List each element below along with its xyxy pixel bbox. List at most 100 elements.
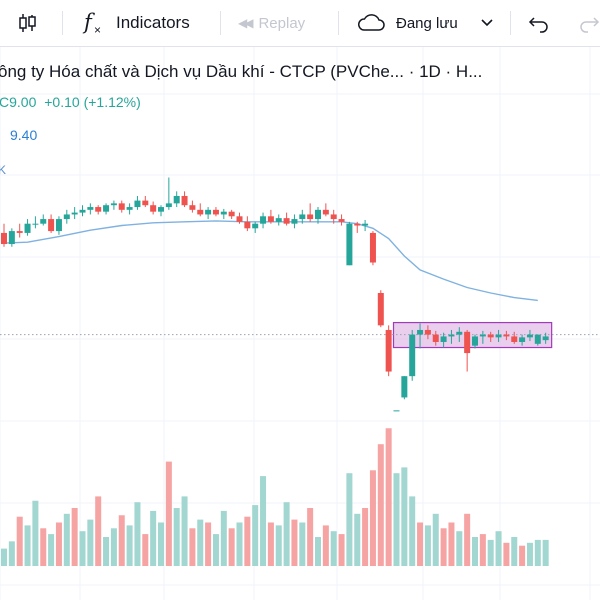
candle-body xyxy=(48,219,55,232)
volume-bar xyxy=(534,539,541,566)
volume-bar xyxy=(181,496,188,566)
volume-bar xyxy=(354,513,361,566)
replay-button[interactable]: ◀◀ Replay xyxy=(238,0,305,46)
candle-body xyxy=(526,334,533,338)
candle-body xyxy=(95,207,102,212)
volume-bar xyxy=(440,528,447,566)
volume-bar xyxy=(401,467,408,566)
candle-body xyxy=(377,293,384,326)
candle-body xyxy=(189,205,196,210)
candle-body xyxy=(519,337,526,342)
candle-body xyxy=(24,223,31,233)
volume-bar xyxy=(369,470,376,566)
candle-body xyxy=(369,232,376,263)
redo-icon xyxy=(580,17,600,33)
ma-value: 9.40 xyxy=(10,127,37,143)
candle-body xyxy=(330,214,337,220)
candle-body xyxy=(244,221,251,229)
candle-body xyxy=(260,216,267,224)
candle-body xyxy=(134,200,141,208)
candle-body xyxy=(1,232,7,245)
bar-style-button[interactable] xyxy=(16,0,46,46)
volume-bar xyxy=(346,473,353,566)
volume-bar xyxy=(479,534,486,566)
candle-body xyxy=(464,331,471,354)
volume-bar xyxy=(197,519,204,566)
redo-button[interactable] xyxy=(578,0,600,46)
candle-body xyxy=(432,334,439,342)
indicator-legend-partial: K xyxy=(0,161,6,179)
volume-bar xyxy=(142,534,149,566)
candle-body xyxy=(495,334,502,338)
candle-body xyxy=(87,207,94,210)
candle-body xyxy=(487,334,494,338)
volume-bar xyxy=(299,522,306,566)
volume-bar xyxy=(338,534,345,566)
volume-bar xyxy=(205,522,212,566)
candle-body xyxy=(63,214,70,220)
volume-bar xyxy=(1,548,7,566)
volume-bar xyxy=(252,505,259,566)
candle-body xyxy=(236,216,243,222)
candle-body xyxy=(205,209,212,215)
volume-bar xyxy=(456,531,463,566)
volume-bar xyxy=(150,510,157,566)
cloud-icon xyxy=(358,14,385,31)
candle-body xyxy=(103,205,110,212)
save-button[interactable]: Đang lưu xyxy=(356,0,458,46)
chevron-down-icon xyxy=(481,19,493,27)
ma-value-text: 9.40 xyxy=(10,127,38,143)
indicators-button[interactable]: f × Indicators xyxy=(80,0,190,46)
volume-bar xyxy=(244,516,251,566)
partial-marker: K xyxy=(0,163,7,177)
candle-body xyxy=(16,231,23,233)
moving-average-line xyxy=(3,220,538,302)
symbol-title[interactable]: ông ty Hóa chất và Dịch vụ Dầu khí - CTC… xyxy=(0,62,483,81)
toolbar-separator xyxy=(220,11,221,35)
volume-bar xyxy=(519,545,526,566)
change-value: +0.10 (+1.12%) xyxy=(44,94,141,110)
volume-bar xyxy=(55,522,62,566)
save-dropdown-button[interactable] xyxy=(480,0,494,46)
fx-icon: f × xyxy=(84,10,102,37)
volume-bar xyxy=(542,539,549,566)
volume-bar xyxy=(409,496,416,566)
volume-bar xyxy=(432,513,439,566)
candle-body xyxy=(503,334,510,337)
price-chart[interactable] xyxy=(0,47,600,600)
rewind-icon: ◀◀ xyxy=(238,16,254,30)
volume-bar xyxy=(173,508,180,566)
candle-body xyxy=(8,231,15,245)
volume-bar xyxy=(472,537,478,566)
volume-bar xyxy=(110,528,117,566)
candle-body xyxy=(511,336,518,342)
top-toolbar: f × Indicators ◀◀ Replay Đang lưu xyxy=(0,0,600,47)
volume-bar xyxy=(126,525,133,566)
candle-body xyxy=(409,334,416,377)
volume-bar xyxy=(24,525,31,566)
volume-bar xyxy=(212,534,219,566)
candle-body xyxy=(110,203,117,206)
volume-bar xyxy=(511,537,518,566)
volume-bar xyxy=(220,510,227,566)
volume-bar xyxy=(48,534,55,566)
candle-body xyxy=(79,209,86,213)
volume-bar xyxy=(448,522,455,566)
volume-bar xyxy=(362,508,369,566)
volume-bar xyxy=(495,531,502,566)
candlestick-icon xyxy=(19,14,36,32)
moving-average-layer xyxy=(3,220,538,302)
volume-bar xyxy=(393,473,400,566)
volume-bar xyxy=(71,508,78,566)
candle-body xyxy=(338,219,345,222)
undo-button[interactable] xyxy=(528,0,550,46)
candle-body xyxy=(534,334,541,344)
candle-body xyxy=(126,207,133,210)
candle-body xyxy=(322,209,329,215)
candle-body xyxy=(212,209,219,215)
candle-body xyxy=(252,223,259,229)
toolbar-separator xyxy=(62,11,63,35)
candle-body xyxy=(275,218,282,222)
volume-bar xyxy=(103,537,110,566)
volume-bar xyxy=(315,537,321,566)
